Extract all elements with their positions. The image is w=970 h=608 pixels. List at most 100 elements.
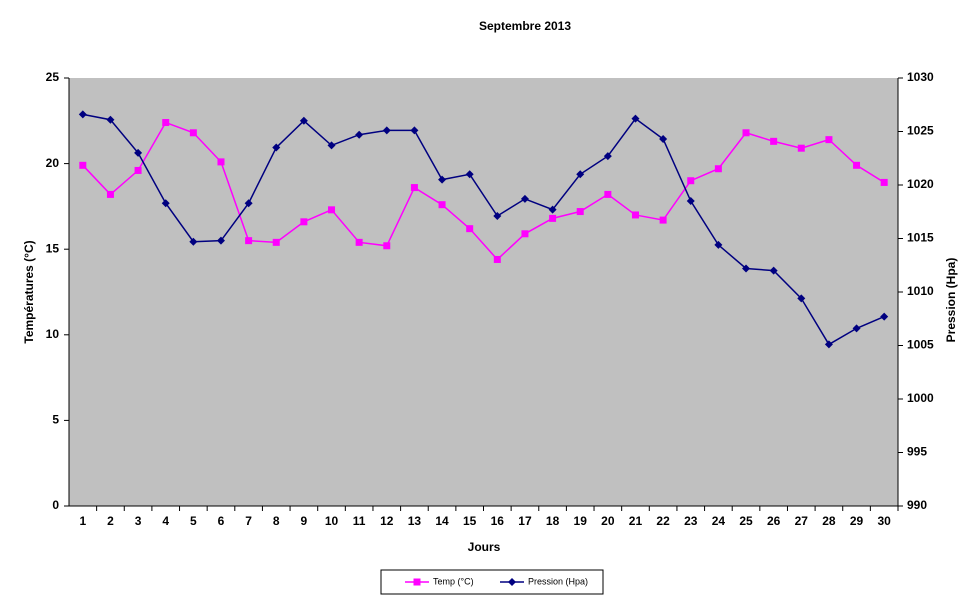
data-point (466, 225, 474, 233)
x-tick-label: 20 (601, 514, 615, 528)
data-point (217, 158, 225, 166)
y-tick-label: 10 (46, 327, 60, 341)
x-tick-label: 4 (162, 514, 169, 528)
y-tick-label: 20 (46, 156, 60, 170)
data-point (742, 129, 750, 137)
y-tick-label: 0 (52, 498, 59, 512)
x-tick-label: 10 (325, 514, 339, 528)
data-point (383, 242, 391, 250)
data-point (686, 197, 695, 206)
data-point (410, 184, 418, 192)
chart-title: Septembre 2013 (479, 19, 571, 33)
y2-tick-label: 995 (907, 445, 927, 459)
data-point (825, 136, 833, 144)
data-point (355, 238, 363, 246)
data-point (189, 129, 197, 137)
y2-tick-label: 1015 (907, 231, 934, 245)
x-tick-label: 3 (135, 514, 142, 528)
data-point (659, 216, 667, 224)
x-tick-label: 19 (574, 514, 588, 528)
data-point (244, 199, 253, 208)
x-tick-label: 2 (107, 514, 114, 528)
x-tick-label: 14 (435, 514, 449, 528)
data-point (521, 230, 529, 238)
y2-tick-label: 1005 (907, 338, 934, 352)
series-line (82, 113, 885, 346)
data-point (272, 143, 281, 152)
data-point (631, 211, 639, 219)
data-point (438, 175, 447, 184)
legend-label: Temp (°C) (433, 576, 474, 586)
data-point (853, 161, 861, 169)
data-point (520, 194, 529, 203)
data-point (852, 324, 861, 333)
x-axis-title: Jours (468, 540, 501, 554)
data-point (79, 161, 87, 169)
x-tick-label: 28 (822, 514, 836, 528)
x-tick-label: 7 (245, 514, 252, 528)
data-point (355, 130, 364, 139)
data-point (438, 201, 446, 209)
series-line (82, 121, 885, 261)
data-point (299, 116, 308, 125)
x-tick-label: 11 (353, 514, 366, 528)
data-point (493, 255, 501, 263)
data-point (797, 294, 806, 303)
data-point (106, 190, 114, 198)
data-point (493, 212, 502, 221)
x-tick-label: 12 (380, 514, 394, 528)
x-tick-label: 18 (546, 514, 560, 528)
y2-tick-label: 1010 (907, 284, 934, 298)
x-tick-label: 17 (518, 514, 532, 528)
data-point (604, 190, 612, 198)
data-point (714, 165, 722, 173)
y-tick-label: 15 (46, 241, 60, 255)
x-tick-label: 30 (878, 514, 892, 528)
data-point (410, 126, 419, 135)
data-point (880, 178, 888, 186)
data-point (162, 119, 170, 127)
data-point (245, 237, 253, 245)
data-point (687, 177, 695, 185)
data-point (659, 134, 668, 143)
data-point (134, 148, 143, 157)
data-point (189, 237, 198, 246)
y2-axis-title: Pression (Hpa) (944, 258, 958, 343)
legend-label: Pression (Hpa) (528, 576, 588, 586)
data-point (714, 240, 723, 249)
y-tick-label: 25 (46, 70, 60, 84)
data-point (824, 340, 833, 349)
data-point (465, 170, 474, 179)
data-point (797, 144, 805, 152)
x-tick-label: 26 (767, 514, 781, 528)
data-point (327, 141, 336, 150)
data-point (576, 170, 585, 179)
x-tick-label: 23 (684, 514, 698, 528)
x-tick-label: 1 (79, 514, 86, 528)
data-point (549, 214, 557, 222)
y2-tick-label: 1030 (907, 70, 934, 84)
data-point (382, 126, 391, 135)
y-tick-label: 5 (52, 413, 59, 427)
data-point (770, 137, 778, 145)
x-tick-label: 6 (218, 514, 225, 528)
x-tick-label: 5 (190, 514, 197, 528)
legend-marker (413, 578, 421, 586)
data-point (272, 238, 280, 246)
data-point (300, 218, 308, 226)
x-tick-label: 29 (850, 514, 864, 528)
data-point (161, 199, 170, 208)
data-point (78, 110, 87, 119)
y2-tick-label: 1025 (907, 124, 934, 138)
data-point (742, 264, 751, 273)
x-tick-label: 13 (408, 514, 422, 528)
legend-marker (508, 578, 516, 586)
data-point (134, 166, 142, 174)
data-point (576, 208, 584, 216)
x-tick-label: 15 (463, 514, 477, 528)
x-tick-label: 21 (629, 514, 643, 528)
x-tick-label: 9 (301, 514, 308, 528)
data-point (603, 152, 612, 161)
x-tick-label: 27 (795, 514, 809, 528)
x-tick-label: 25 (739, 514, 753, 528)
